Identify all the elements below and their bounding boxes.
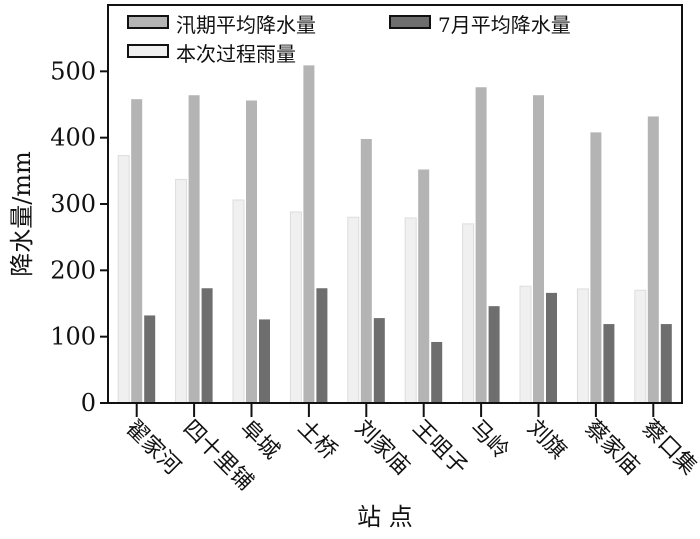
- y-tick-label: 300: [50, 190, 96, 218]
- bar-2-7: [546, 292, 557, 403]
- y-tick-label: 500: [50, 57, 96, 85]
- legend-label: 汛期平均降水量: [176, 13, 316, 37]
- bar-1-5: [418, 169, 430, 403]
- bar-1-6: [475, 87, 487, 404]
- x-tick-label: 马岭: [465, 416, 514, 465]
- bar-1-3: [303, 65, 315, 403]
- legend-label: 7月平均降水量: [438, 13, 571, 37]
- bar-0-1: [175, 178, 188, 404]
- x-tick-label: 刘家庙: [350, 416, 414, 480]
- bar-1-7: [533, 95, 544, 404]
- bar-2-1: [201, 288, 213, 403]
- y-tick-label: 200: [50, 256, 96, 284]
- bar-2-3: [316, 288, 328, 403]
- bar-2-8: [603, 324, 615, 403]
- bar-1-8: [590, 132, 602, 404]
- bar-0-9: [634, 289, 647, 404]
- bar-0-3: [289, 211, 302, 404]
- bar-1-1: [188, 95, 200, 404]
- x-tick-label: 蔡口集: [637, 416, 700, 480]
- bar-2-4: [373, 318, 385, 403]
- bar-2-2: [259, 319, 270, 403]
- bar-0-7: [519, 285, 532, 404]
- bar-2-0: [144, 315, 156, 403]
- bar-1-9: [647, 116, 659, 403]
- x-tick-label: 翟家河: [120, 416, 184, 480]
- bar-2-9: [660, 324, 672, 403]
- bar-0-8: [576, 288, 589, 404]
- legend-swatch: [127, 44, 169, 58]
- y-axis-label: 降水量/mm: [8, 151, 36, 277]
- bar-1-2: [246, 100, 257, 404]
- bar-2-6: [488, 306, 500, 403]
- bar-0-0: [117, 155, 130, 404]
- bar-0-5: [404, 217, 417, 404]
- x-tick-label: 阜城: [235, 416, 284, 465]
- bar-2-5: [431, 341, 443, 403]
- y-tick-label: 0: [81, 389, 96, 417]
- x-tick-label: 土桥: [293, 416, 342, 465]
- x-axis-label: 站 点: [357, 503, 413, 531]
- legend-swatch: [389, 15, 431, 29]
- bar-1-0: [131, 99, 143, 404]
- bar-0-2: [232, 199, 245, 404]
- bar-0-6: [462, 223, 475, 404]
- x-tick-label: 蔡家庙: [580, 416, 644, 480]
- bar-0-4: [347, 216, 360, 404]
- y-tick-label: 100: [50, 323, 96, 351]
- y-tick-label: 400: [50, 124, 96, 152]
- legend-swatch: [127, 15, 169, 29]
- legend-label: 本次过程雨量: [176, 42, 296, 66]
- x-tick-label: 王咀子: [407, 416, 471, 480]
- bar-1-4: [360, 138, 372, 403]
- x-tick-label: 刘旗: [522, 416, 571, 465]
